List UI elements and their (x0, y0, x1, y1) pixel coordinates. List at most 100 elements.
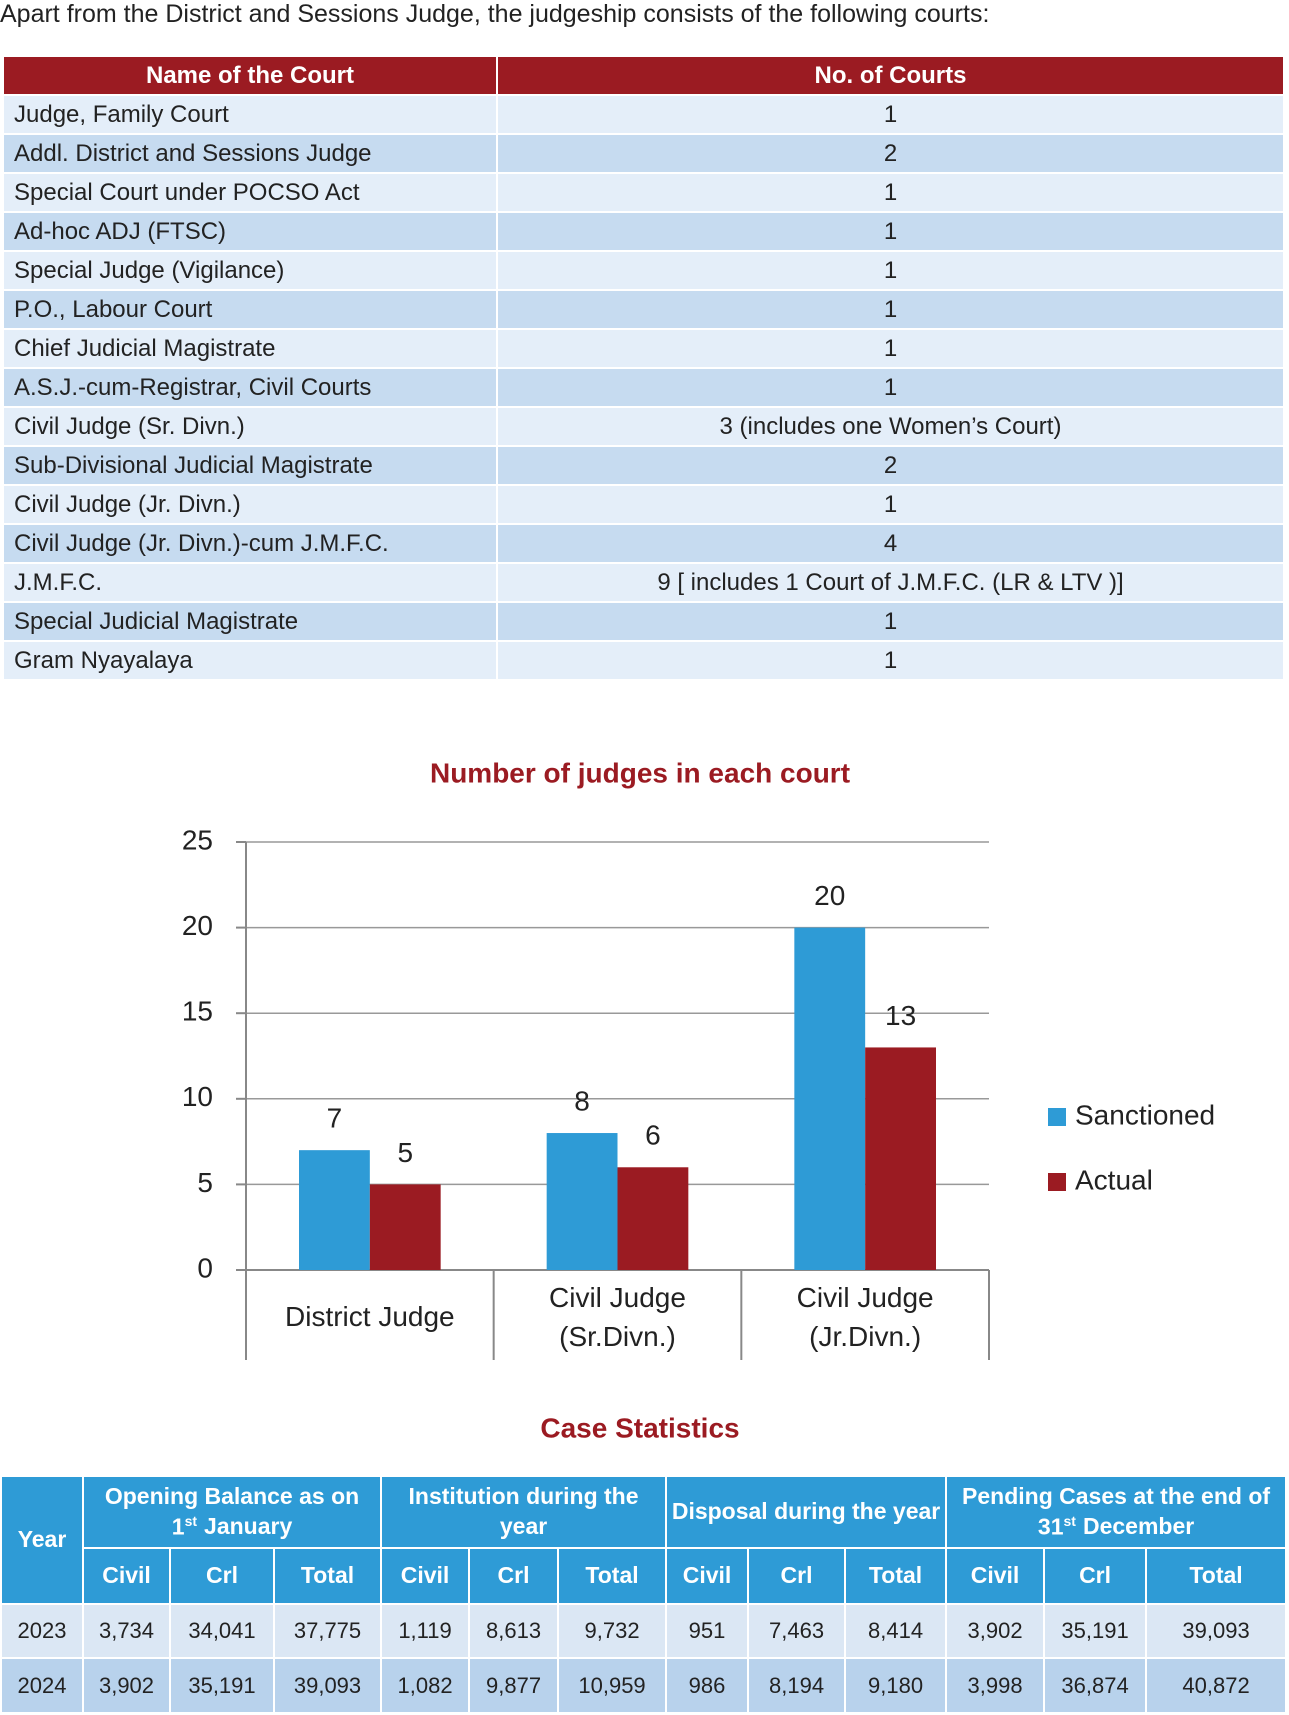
table-cell: 39,093 (272, 1657, 383, 1714)
table-row: Sub-Divisional Judicial Magistrate 2 (2, 445, 1285, 486)
table-row: Civil Judge (Jr. Divn.)-cum J.M.F.C. 4 (2, 523, 1285, 564)
table-cell: 1 (496, 484, 1285, 525)
table-cell: 986 (665, 1657, 750, 1714)
table-cell: 1 (496, 367, 1285, 408)
table-row: Judge, Family Court 1 (2, 94, 1285, 135)
subheader-cell: Crl (1043, 1547, 1148, 1605)
bar (546, 1133, 618, 1270)
table-cell: 10,959 (557, 1657, 668, 1714)
table-cell: Addl. District and Sessions Judge (2, 133, 498, 174)
legend-swatch (1048, 1173, 1066, 1191)
table-cell: Sub-Divisional Judicial Magistrate (2, 445, 498, 486)
table-cell: 9,732 (557, 1603, 668, 1659)
x-tick-label: District Judge (285, 1301, 455, 1333)
legend-label: Sanctioned (1075, 1099, 1215, 1130)
subheader-cell: Total (557, 1547, 668, 1605)
table-title: Case Statistics (540, 1412, 739, 1443)
subheader-cell: Crl (169, 1547, 275, 1605)
subheader-cell: Total (272, 1547, 383, 1605)
table-cell: 39,093 (1145, 1603, 1288, 1659)
header-text: Opening Balance as on 1 (104, 1482, 360, 1540)
table-cell: 35,191 (1043, 1603, 1148, 1659)
group-header: Institution during the year (380, 1475, 668, 1549)
table-cell: Civil Judge (Sr. Divn.) (2, 406, 498, 447)
table-cell: 1 (496, 172, 1285, 213)
table-cell: 40,872 (1145, 1657, 1288, 1714)
table-cell: Civil Judge (Jr. Divn.) (2, 484, 498, 525)
table-cell: 3,902 (82, 1657, 171, 1714)
table-cell: 9,877 (468, 1657, 560, 1714)
bar (794, 927, 866, 1270)
table-cell: 4 (496, 523, 1285, 564)
subheader-cell: Civil (82, 1547, 171, 1605)
table-cell: 951 (665, 1603, 750, 1659)
table-row: Civil Judge (Sr. Divn.) 3 (includes one W… (2, 406, 1285, 447)
value-label: 5 (397, 1137, 413, 1168)
table-cell: J.M.F.C. (2, 562, 498, 603)
header-superscript: st (1063, 1512, 1076, 1529)
y-tick-label: 0 (197, 1252, 213, 1283)
table-row: Special Judicial Magistrate 1 (2, 601, 1285, 642)
y-tick-label: 20 (182, 910, 213, 941)
header-text: Disposal during the year (671, 1498, 941, 1525)
group-header: Disposal during the year (665, 1475, 948, 1549)
table-cell: Ad-hoc ADJ (FTSC) (2, 211, 498, 252)
y-tick-label: 5 (197, 1167, 213, 1198)
group-header: Opening Balance as on 1st January (81, 1475, 383, 1549)
x-tick-label: Civil Judge (Jr.Divn.) (796, 1281, 934, 1352)
bar (865, 1047, 936, 1270)
value-label: 6 (645, 1120, 661, 1151)
table-cell: Special Court under POCSO Act (2, 172, 498, 213)
table-cell: 34,041 (169, 1603, 275, 1659)
table-cell: 3,734 (82, 1603, 171, 1659)
y-tick-label: 25 (182, 824, 213, 855)
table-cell: 37,775 (272, 1603, 383, 1659)
table-cell: 1 (496, 211, 1285, 252)
table-cell: 1 (496, 289, 1285, 330)
bar (369, 1184, 441, 1270)
table-row: 2024 3,902 35,191 39,093 1,082 9,877 10,959 986… (0, 1657, 1288, 1714)
bar (617, 1167, 689, 1270)
table-cell: 8,194 (747, 1657, 847, 1714)
table-cell: 7,463 (747, 1603, 847, 1659)
table-cell: 2024 (0, 1657, 84, 1714)
table-row: Special Judge (Vigilance) 1 (2, 250, 1285, 291)
table-cell: P.O., Labour Court (2, 289, 498, 330)
table-cell: Civil Judge (Jr. Divn.)-cum J.M.F.C. (2, 523, 498, 564)
table-row: 2023 3,734 34,041 37,775 1,119 8,613 9,732 951 7… (0, 1603, 1288, 1659)
table-cell: 2023 (0, 1603, 84, 1659)
table-row: Special Court under POCSO Act 1 (2, 172, 1285, 213)
table-cell: 2 (496, 445, 1285, 486)
table-cell: 1 (496, 328, 1285, 369)
table-cell: Gram Nyayalaya (2, 640, 498, 681)
subheader-cell: Total (844, 1547, 948, 1605)
subheader-cell: Crl (747, 1547, 847, 1605)
header-superscript: st (184, 1512, 198, 1529)
header-cell: Year (0, 1475, 84, 1605)
value-label: 7 (327, 1103, 343, 1134)
value-label: 20 (814, 880, 845, 911)
subheader-cell: Crl (468, 1547, 560, 1605)
table-cell: 8,613 (468, 1603, 560, 1659)
value-label: 8 (574, 1085, 590, 1116)
legend-label: Actual (1075, 1164, 1153, 1195)
y-tick-label: 15 (182, 996, 213, 1027)
table-row: Ad-hoc ADJ (FTSC) 1 (2, 211, 1285, 252)
table-cell: 8,414 (844, 1603, 948, 1659)
chart-title: Number of judges in each court (430, 757, 850, 788)
table-cell: Chief Judicial Magistrate (2, 328, 498, 369)
table-cell: 2 (496, 133, 1285, 174)
subheader-cell: Civil (665, 1547, 750, 1605)
y-tick-label: 10 (182, 1081, 213, 1112)
table-row: P.O., Labour Court 1 (2, 289, 1285, 330)
table-cell: A.S.J.-cum-Registrar, Civil Courts (2, 367, 498, 408)
x-tick-label: Civil Judge (Sr.Divn.) (549, 1281, 686, 1352)
table-cell: 35,191 (169, 1657, 275, 1714)
table-cell: 1,082 (380, 1657, 471, 1714)
header-text: January (204, 1513, 293, 1540)
subheader-cell: Civil (380, 1547, 471, 1605)
subheader-cell: Civil (945, 1547, 1046, 1605)
table-cell: 36,874 (1043, 1657, 1148, 1714)
